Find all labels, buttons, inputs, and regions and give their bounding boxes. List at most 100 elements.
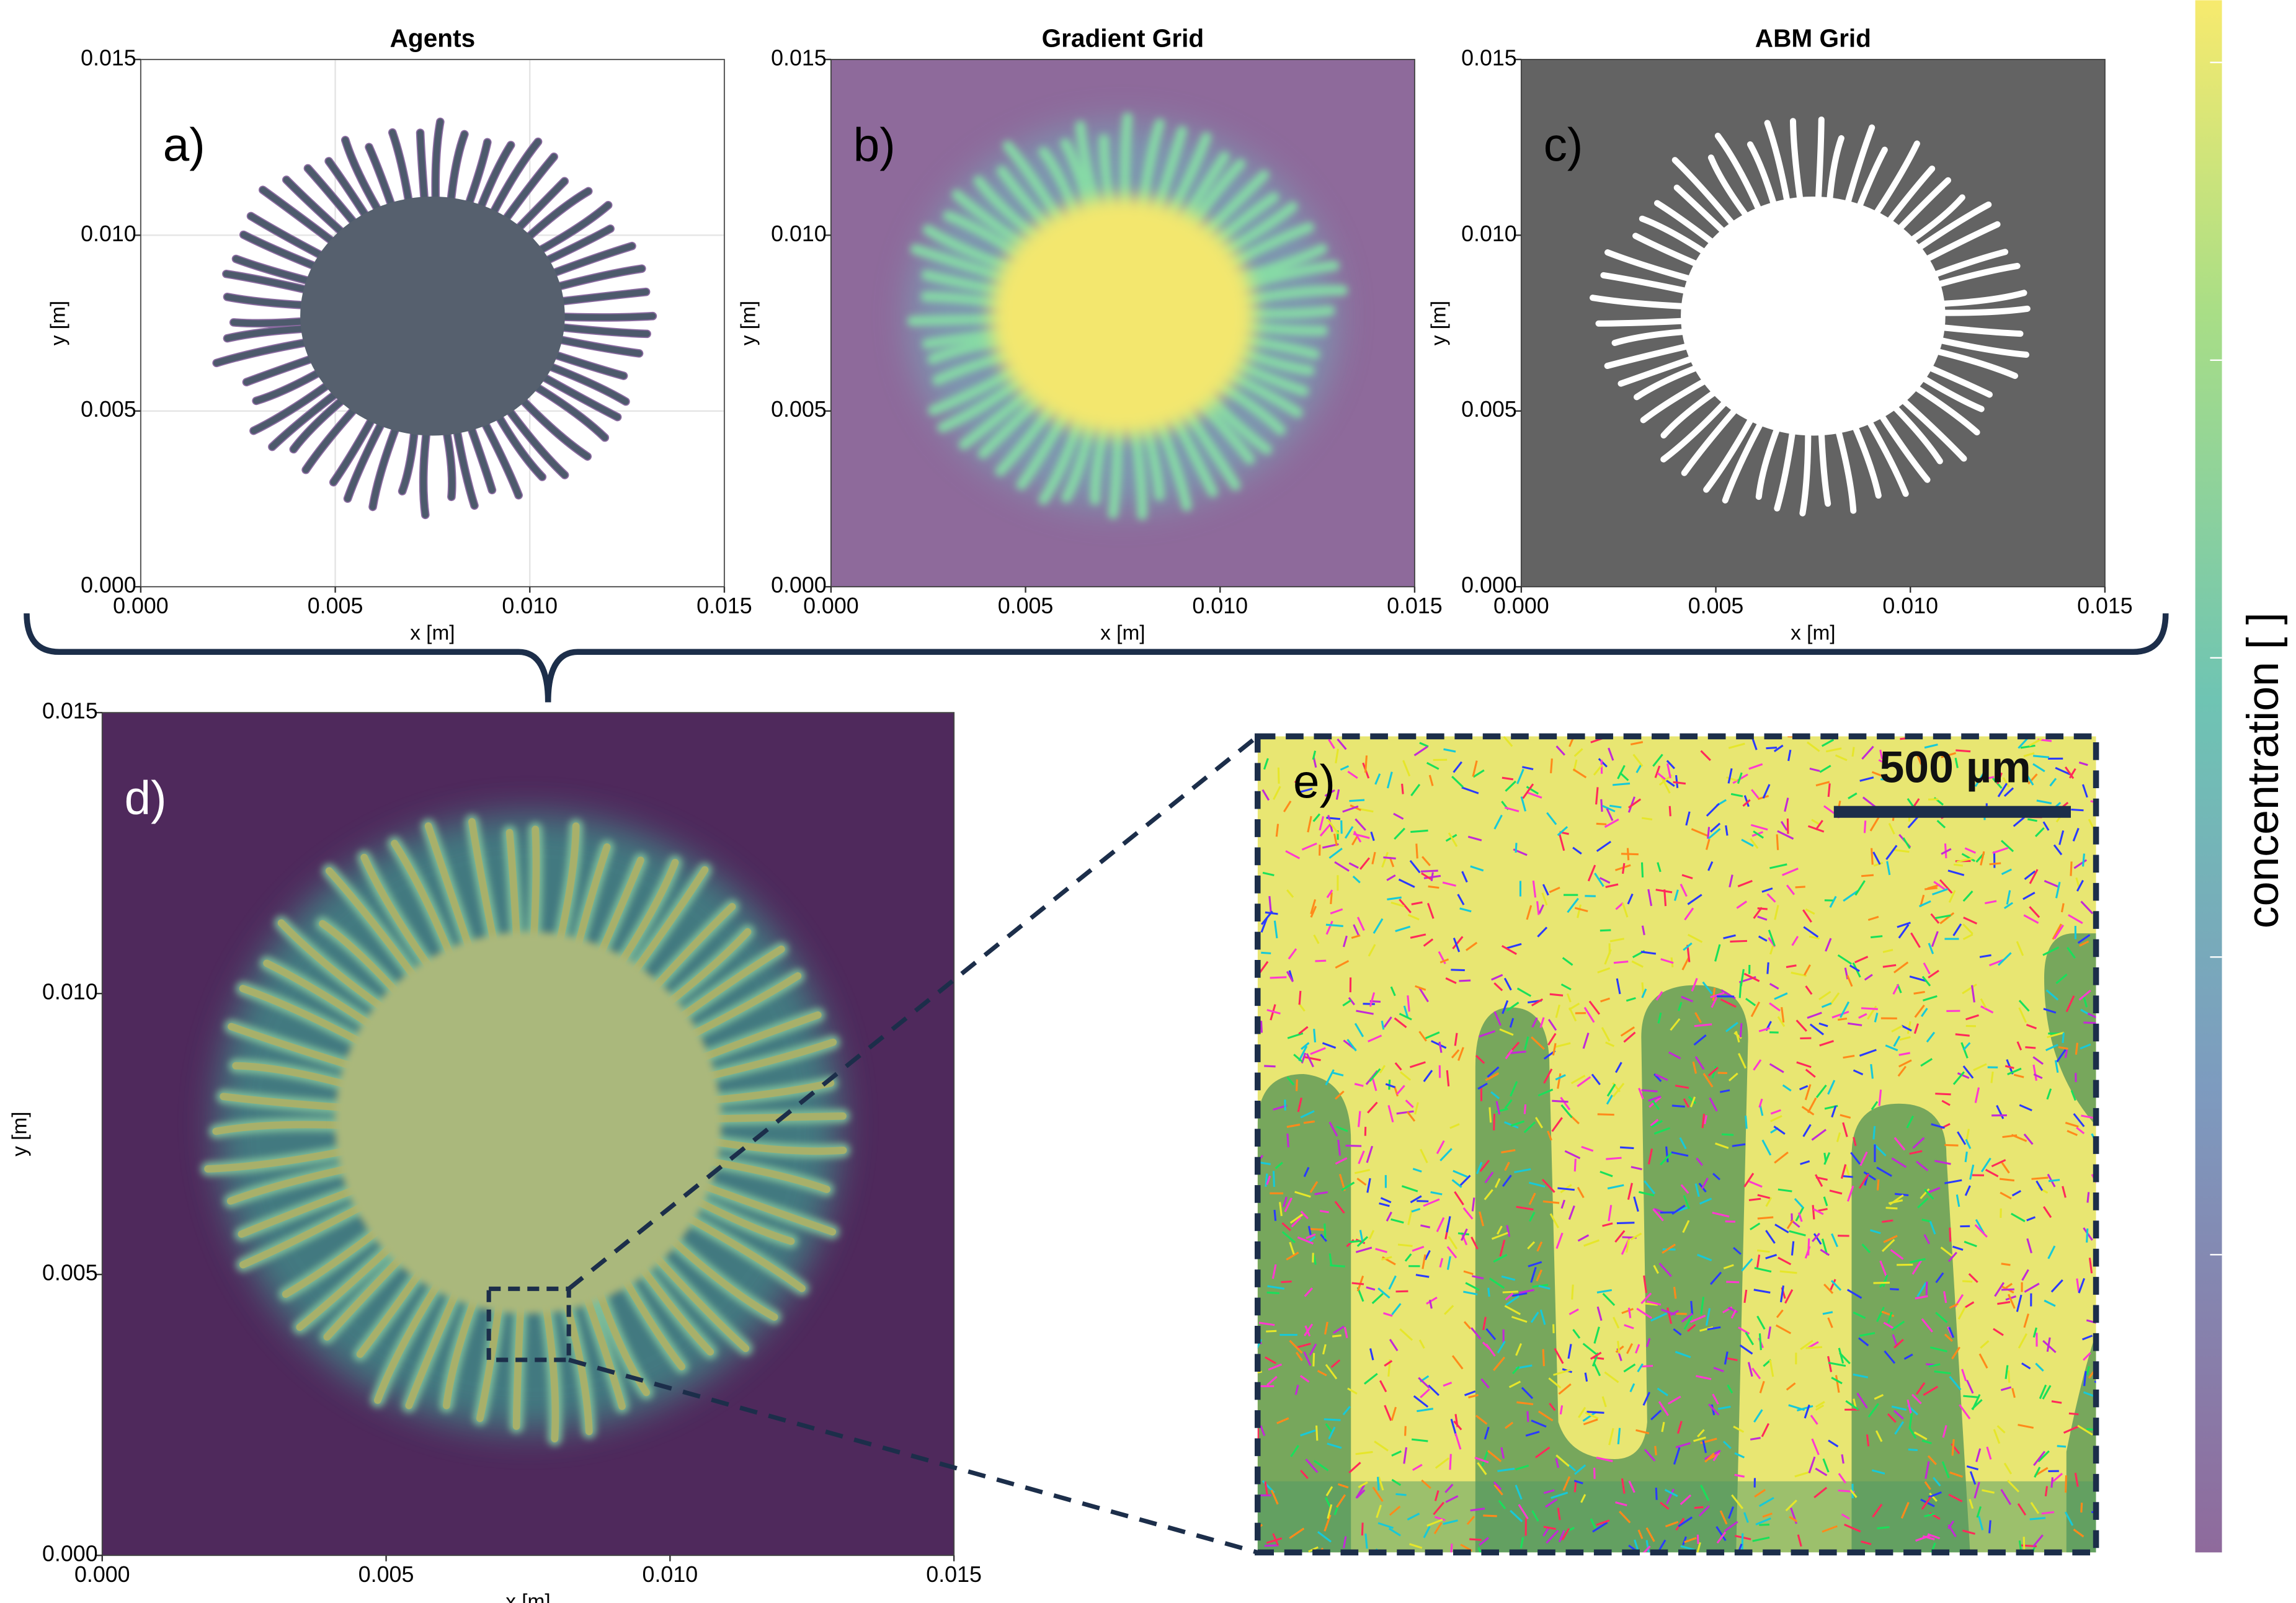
agent	[2006, 1480, 2020, 1493]
agent	[1559, 1405, 1564, 1415]
agent	[1644, 1449, 1656, 1462]
agent	[1313, 934, 1320, 944]
inset-region	[2044, 933, 2096, 1553]
agent	[1724, 1521, 1738, 1532]
agent	[1438, 1041, 1443, 1053]
agent	[1719, 1089, 1730, 1093]
agent	[1369, 992, 1376, 1007]
agent	[1788, 1404, 1805, 1411]
agent	[1802, 909, 1812, 923]
agent	[1420, 1148, 1428, 1163]
agent	[1683, 1315, 1693, 1330]
agent	[1502, 1000, 1509, 1015]
agent	[1751, 789, 1760, 799]
agent	[2082, 1352, 2091, 1361]
agent	[1349, 1240, 1360, 1243]
agent	[1417, 1200, 1429, 1202]
agent	[1495, 1101, 1501, 1115]
agent	[1991, 1159, 2006, 1168]
agent	[2044, 1486, 2049, 1497]
agent	[1313, 1029, 1317, 1043]
agent	[2003, 1462, 2013, 1475]
agent	[1617, 1428, 1621, 1445]
agent	[1325, 920, 1333, 935]
agent	[1404, 1253, 1412, 1262]
agent	[1555, 1074, 1566, 1081]
agent	[1947, 869, 1965, 876]
agent	[1666, 1307, 1673, 1325]
agent	[1861, 1007, 1878, 1010]
agent	[1308, 1546, 1319, 1553]
agent	[1840, 1164, 1847, 1179]
agent	[1694, 1023, 1712, 1028]
agent	[1493, 1484, 1503, 1496]
agent	[1699, 1326, 1714, 1332]
agent	[1992, 846, 2009, 855]
agent	[1965, 1014, 1979, 1021]
agent	[1482, 1341, 1490, 1350]
agent	[1488, 1072, 1500, 1080]
agent	[1762, 1512, 1773, 1518]
agent	[1751, 1367, 1761, 1380]
agent	[1328, 1253, 1333, 1266]
agent	[1815, 781, 1830, 787]
agent	[1410, 1195, 1422, 1204]
agent	[1734, 1452, 1745, 1459]
agent	[1386, 771, 1393, 789]
agent	[1573, 748, 1583, 757]
image	[907, 112, 1348, 520]
agent	[1475, 1054, 1485, 1064]
agent	[1666, 760, 1676, 770]
agent	[1691, 828, 1708, 837]
agent	[2047, 1031, 2065, 1039]
agent	[1844, 1523, 1861, 1533]
agent	[1303, 1120, 1315, 1124]
agent	[2094, 1380, 2096, 1383]
agent	[1324, 1418, 1341, 1421]
agent	[1463, 1290, 1478, 1295]
agent	[1574, 1464, 1586, 1475]
agent	[2030, 1502, 2040, 1514]
agent	[1261, 789, 1270, 801]
agent	[1642, 1392, 1651, 1406]
agent	[1769, 1115, 1782, 1122]
agent	[2076, 1278, 2080, 1292]
agent	[1625, 1239, 1630, 1253]
agent	[2058, 1046, 2068, 1050]
agent	[1903, 1353, 1913, 1360]
agent	[2045, 989, 2059, 1001]
agent	[1893, 1137, 1906, 1151]
agent	[1491, 974, 1503, 981]
agent	[1530, 1312, 1539, 1323]
agent	[1515, 1464, 1529, 1471]
agent	[1871, 848, 1874, 865]
agent	[2078, 989, 2091, 1001]
agent	[1979, 954, 1991, 958]
agent	[1843, 890, 1859, 902]
agent	[1547, 1130, 1552, 1141]
agent	[1980, 1340, 1990, 1349]
agent	[1309, 1228, 1326, 1231]
agent	[2075, 1042, 2078, 1055]
agent	[1398, 878, 1415, 888]
agent	[1446, 1256, 1451, 1270]
agent	[1694, 1506, 1704, 1509]
agent	[1324, 789, 1335, 797]
agent	[1395, 1493, 1407, 1496]
agent	[1630, 741, 1644, 746]
agent	[1917, 1197, 1929, 1209]
agent	[1551, 1491, 1568, 1499]
agent	[1881, 1238, 1895, 1252]
agent	[1424, 1250, 1431, 1261]
agent	[1915, 1382, 1926, 1395]
agent	[1510, 1120, 1525, 1127]
agent	[2018, 1333, 2027, 1349]
agent	[1678, 1516, 1693, 1527]
agent	[1333, 1325, 1345, 1334]
agent	[1813, 1486, 1828, 1499]
agent	[2073, 1112, 2085, 1127]
agent	[1439, 958, 1449, 964]
agent	[1451, 1049, 1460, 1059]
agent	[1327, 819, 1340, 835]
agent	[2016, 941, 2024, 956]
